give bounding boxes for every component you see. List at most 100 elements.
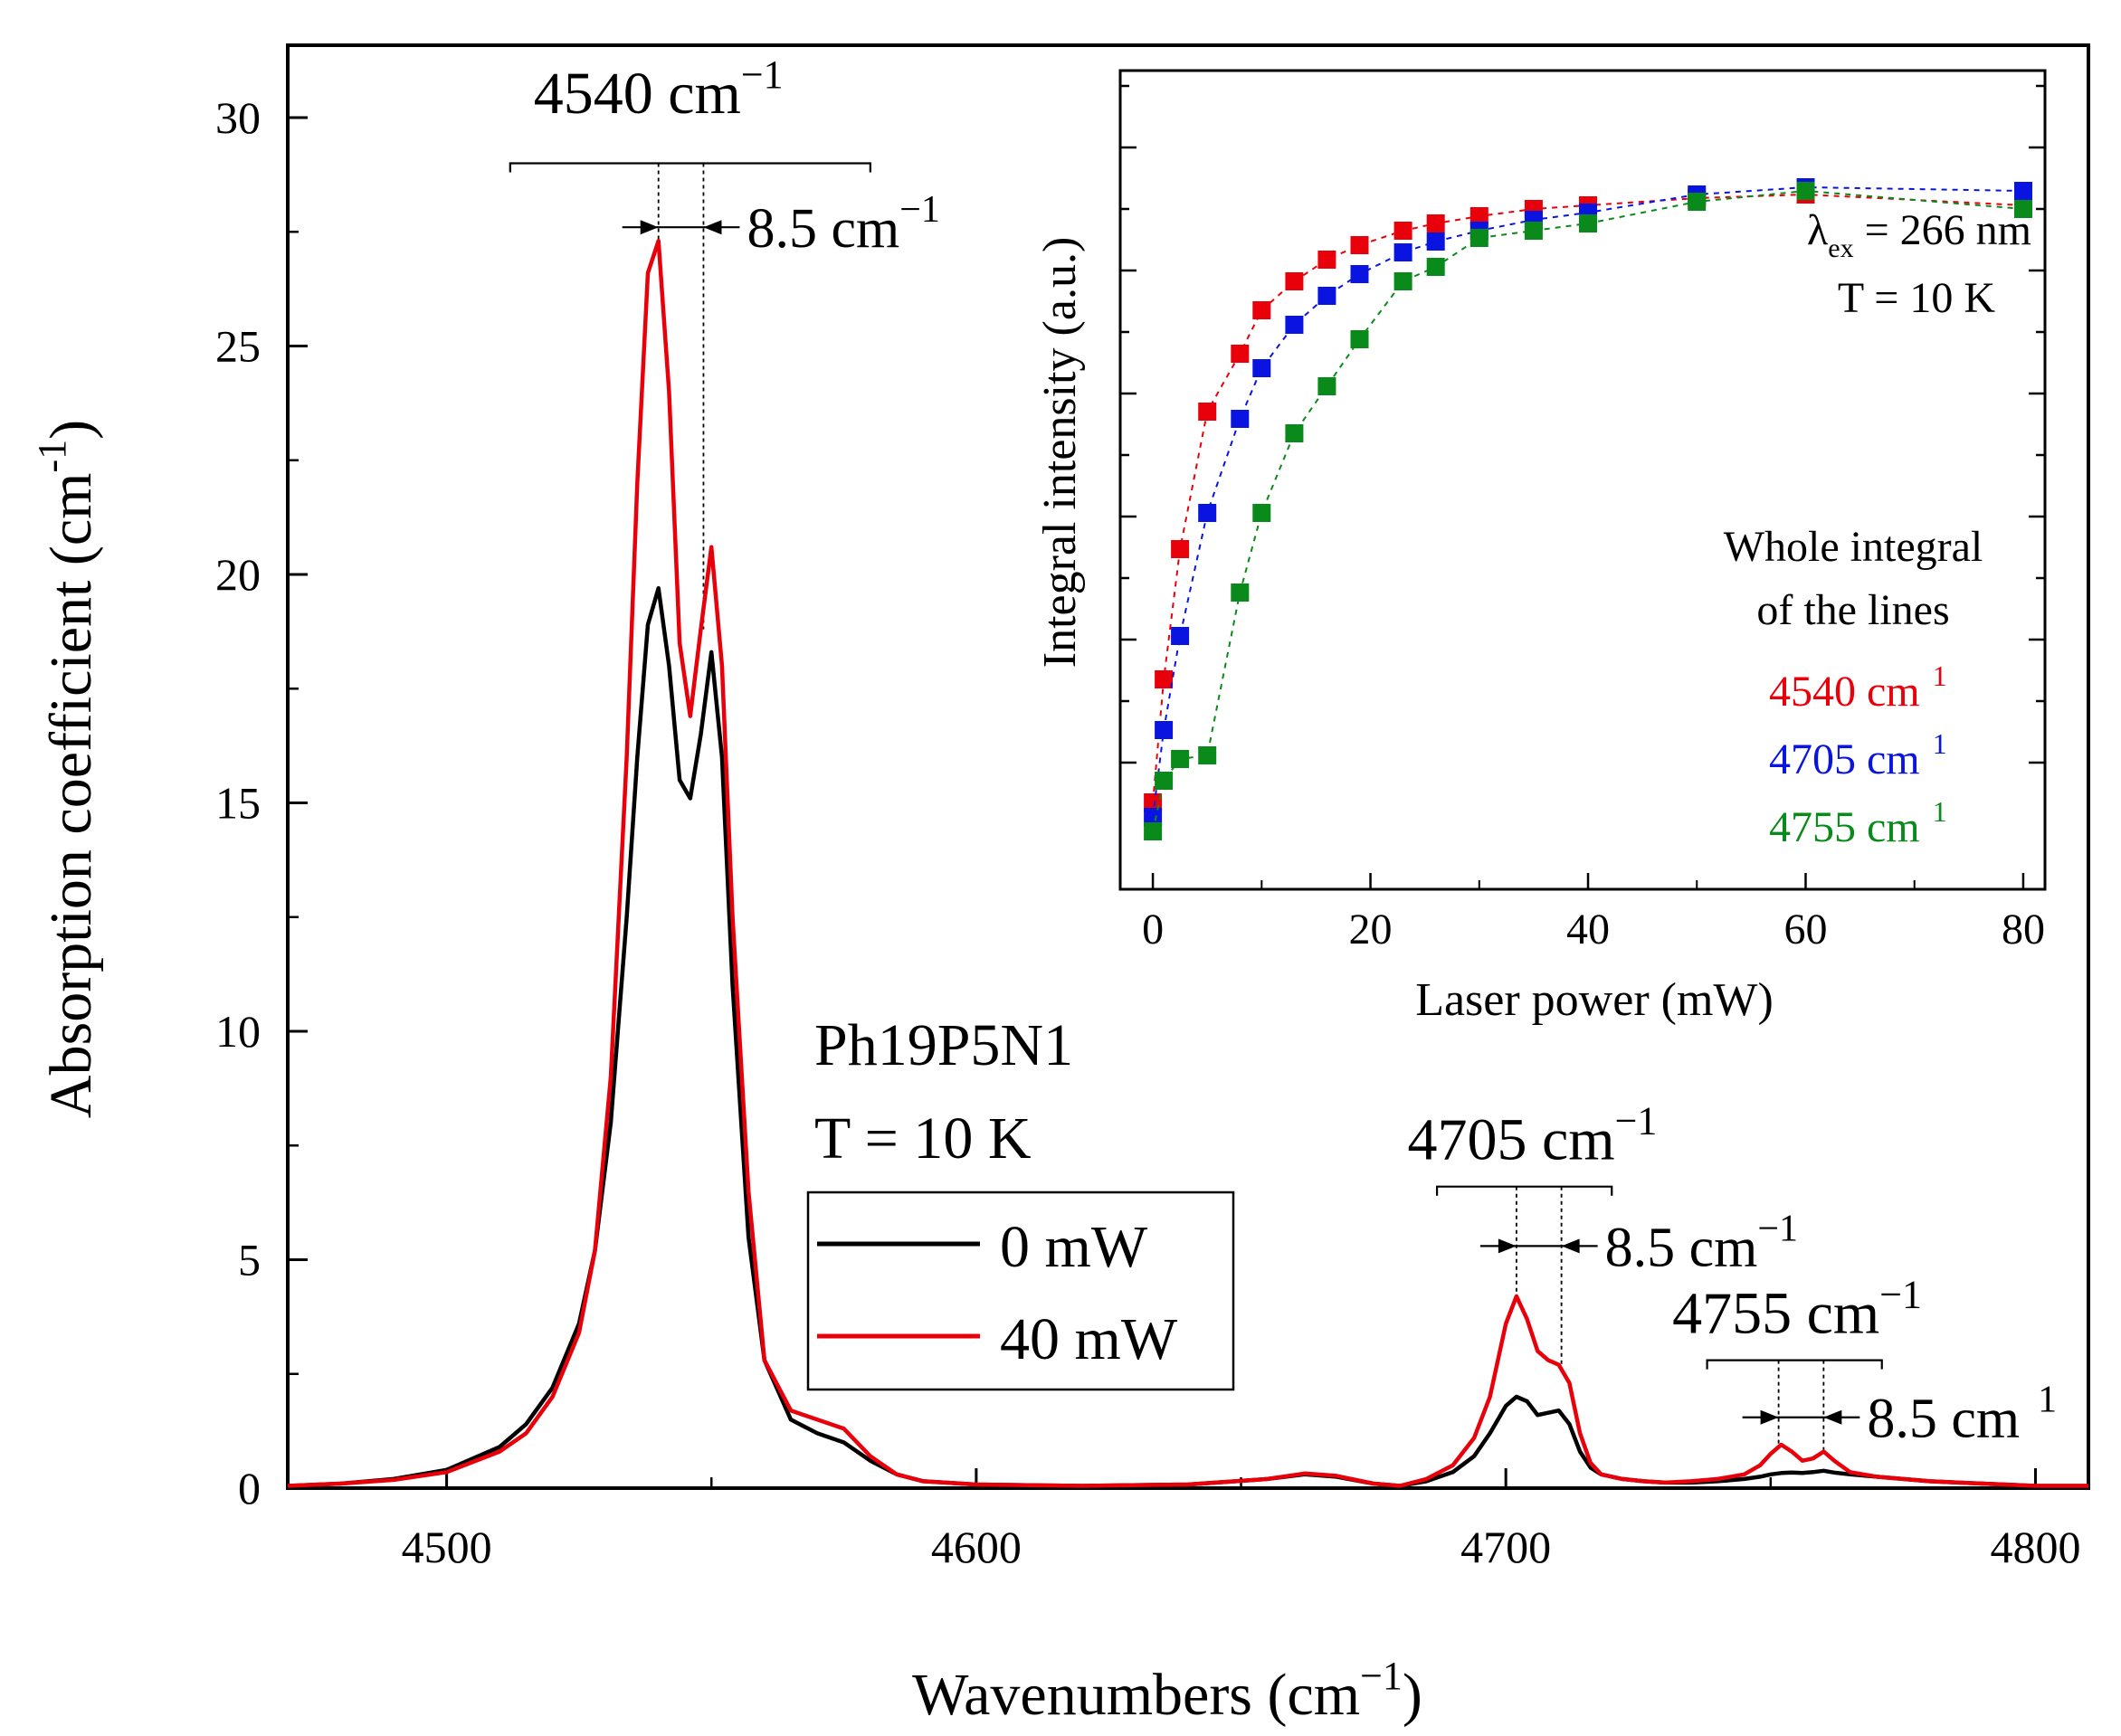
inset-point-series-2 bbox=[1144, 822, 1163, 840]
sample-label: Ph19P5N1 bbox=[814, 1012, 1073, 1078]
y-tick-label: 20 bbox=[215, 549, 261, 600]
inset-x-tick-label: 80 bbox=[2002, 906, 2045, 953]
inset-point-series-2 bbox=[1579, 214, 1597, 232]
inset-point-series-2 bbox=[1350, 330, 1369, 348]
inset-point-series-2 bbox=[1171, 750, 1190, 768]
inset-point-series-0 bbox=[1252, 301, 1271, 319]
inset-ticks bbox=[1120, 84, 2045, 889]
inset-point-series-0 bbox=[1198, 403, 1217, 421]
inset-point-series-2 bbox=[2014, 200, 2032, 218]
annotation-arrowhead bbox=[1760, 1409, 1779, 1425]
inset-point-series-1 bbox=[1155, 721, 1174, 739]
inset-x-tick-label: 20 bbox=[1349, 906, 1393, 953]
annotation-split-label: 8.5 cm−1 bbox=[1605, 1208, 1798, 1278]
inset-legend-4540: 4540 cm 1 bbox=[1769, 659, 1947, 716]
inset-point-series-1 bbox=[1231, 410, 1250, 428]
annotation-bracket bbox=[509, 162, 871, 173]
x-tick-label: 4800 bbox=[1990, 1522, 2080, 1572]
annotation-arrowhead bbox=[1561, 1238, 1580, 1254]
main-tick-labels: 4500 4600 4700 4800 0 5 10 15 20 25 30 bbox=[215, 92, 2080, 1572]
y-tick-label: 5 bbox=[238, 1235, 261, 1285]
inset-point-series-2 bbox=[1469, 229, 1489, 247]
legend-frame bbox=[806, 1191, 1235, 1391]
inset-point-series-0 bbox=[1426, 214, 1445, 232]
inset-x-tick-label: 60 bbox=[1783, 906, 1827, 953]
inset-excitation-label: λex = 266 nm bbox=[1807, 206, 2031, 263]
annotation-arrowhead bbox=[1823, 1409, 1842, 1425]
inset-point-series-1 bbox=[1198, 504, 1217, 522]
inset-point-series-0 bbox=[1317, 251, 1336, 269]
inset-x-tick-label: 0 bbox=[1142, 906, 1164, 953]
inset-point-series-0 bbox=[1285, 272, 1304, 290]
inset-point-series-0 bbox=[1155, 670, 1174, 688]
inset-point-series-2 bbox=[1796, 182, 1815, 200]
inset-tick-labels: 0 20 40 60 80 bbox=[1142, 906, 2045, 953]
inset-point-series-1 bbox=[1144, 808, 1163, 826]
inset-point-series-2 bbox=[1688, 193, 1707, 211]
main-plot: 4500 4600 4700 4800 0 5 10 15 20 25 30 4540 cm−1 8.… bbox=[30, 43, 2090, 1728]
inset-point-series-2 bbox=[1198, 746, 1217, 764]
inset-point-series-1 bbox=[1393, 243, 1412, 261]
x-axis-title: Wavenumbers (cm−1) bbox=[912, 1654, 1422, 1728]
inset-legend-title-2: of the lines bbox=[1756, 586, 1949, 634]
inset-x-tick-label: 40 bbox=[1566, 906, 1610, 953]
inset-series bbox=[1144, 178, 2032, 840]
y-tick-label: 0 bbox=[238, 1463, 261, 1513]
annotation-arrowhead bbox=[703, 220, 722, 235]
annotation-bracket bbox=[1435, 1185, 1613, 1196]
legend: 0 mW 40 mW bbox=[806, 1191, 1235, 1391]
inset-point-series-1 bbox=[2014, 182, 2032, 200]
y-tick-label: 10 bbox=[215, 1006, 261, 1057]
inset-point-series-1 bbox=[1252, 359, 1271, 377]
inset-y-axis-title: Integral intensity (a.u.) bbox=[1034, 237, 1086, 669]
annotation-split-label: 8.5 cm−1 bbox=[747, 189, 939, 260]
inset-point-series-0 bbox=[1350, 236, 1369, 254]
y-tick-label: 25 bbox=[215, 321, 261, 372]
inset-point-series-0 bbox=[1231, 345, 1250, 363]
temperature-label: T = 10 K bbox=[814, 1105, 1032, 1172]
annotation-arrowhead bbox=[640, 220, 659, 235]
series-line-40-mw bbox=[287, 239, 2088, 1488]
annotation-peak-label: 4755 cm−1 bbox=[1672, 1272, 1922, 1346]
annotation-split-label: 8.5 cm 1 bbox=[1867, 1380, 2057, 1450]
inset-point-series-0 bbox=[1171, 540, 1190, 558]
x-tick-label: 4600 bbox=[931, 1522, 1022, 1572]
legend-label-40mw: 40 mW bbox=[1000, 1306, 1178, 1372]
inset-temperature-label: T = 10 K bbox=[1838, 274, 1996, 322]
inset-point-series-2 bbox=[1285, 424, 1304, 442]
inset-point-series-2 bbox=[1317, 377, 1336, 395]
y-axis-title: Absorption coefficient (cm-1) bbox=[30, 420, 104, 1118]
inset-point-series-1 bbox=[1350, 265, 1369, 283]
inset-point-series-0 bbox=[1469, 207, 1489, 225]
inset-point-series-1 bbox=[1285, 316, 1304, 334]
inset-plot: 0 20 40 60 80 Laser power (mW) Integral inte… bbox=[1034, 69, 2047, 1026]
legend-label-0mw: 0 mW bbox=[1000, 1214, 1148, 1280]
inset-point-series-1 bbox=[1171, 627, 1190, 645]
annotation-peak-label: 4705 cm−1 bbox=[1407, 1098, 1657, 1172]
inset-legend-title-1: Whole integral bbox=[1724, 523, 1983, 571]
annotation-bracket bbox=[1706, 1359, 1883, 1370]
inset-point-series-1 bbox=[1317, 287, 1336, 305]
inset-point-series-2 bbox=[1252, 504, 1271, 522]
main-plot-frame bbox=[286, 43, 2090, 1490]
main-series bbox=[287, 239, 2088, 1488]
inset-point-series-2 bbox=[1393, 272, 1412, 290]
inset-point-series-2 bbox=[1155, 772, 1174, 790]
y-tick-label: 15 bbox=[215, 778, 261, 829]
inset-point-series-1 bbox=[1426, 232, 1445, 251]
annotation-peak-label: 4540 cm−1 bbox=[534, 52, 784, 127]
inset-point-series-2 bbox=[1231, 583, 1250, 602]
y-tick-label: 30 bbox=[215, 92, 261, 143]
inset-point-series-2 bbox=[1426, 258, 1445, 276]
x-tick-label: 4700 bbox=[1460, 1522, 1551, 1572]
inset-legend-4705: 4705 cm 1 bbox=[1769, 727, 1947, 783]
x-tick-label: 4500 bbox=[402, 1522, 492, 1572]
inset-legend-4755: 4755 cm 1 bbox=[1769, 795, 1947, 851]
inset-series-line-0 bbox=[1152, 193, 2024, 803]
inset-x-axis-title: Laser power (mW) bbox=[1415, 974, 1774, 1026]
annotation-arrowhead bbox=[1498, 1238, 1517, 1254]
inset-point-series-0 bbox=[1393, 222, 1412, 240]
inset-point-series-2 bbox=[1524, 222, 1543, 240]
